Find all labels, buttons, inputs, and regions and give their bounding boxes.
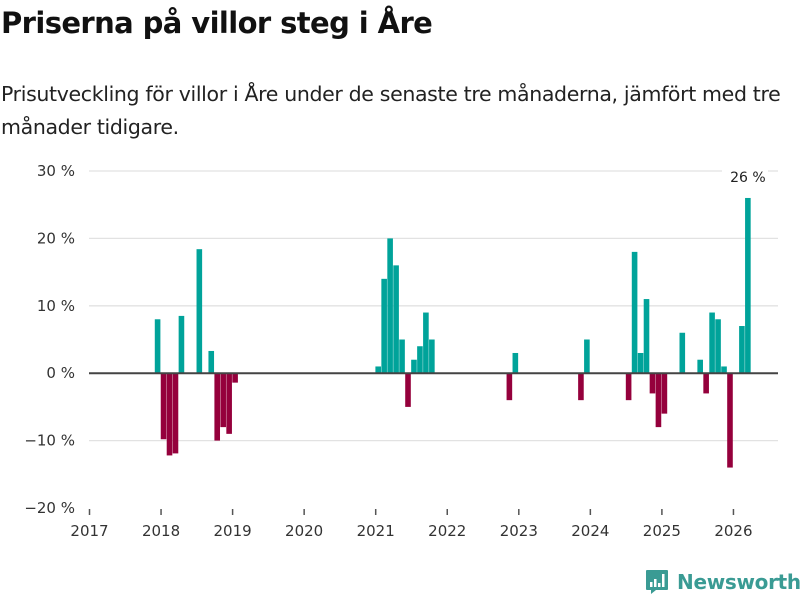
bar-positive [417, 346, 423, 374]
y-axis: −20 % −10 % 0 % 10 % 20 % 30 % [24, 162, 75, 517]
chart-subtitle: Prisutveckling för villor i Åre under de… [1, 82, 781, 139]
chart-title: Priserna på villor steg i Åre [1, 6, 433, 40]
bar-positive [709, 312, 715, 374]
bar-positive [411, 359, 417, 374]
bar-positive [679, 332, 686, 374]
annotations: 26 % [730, 170, 766, 186]
y-tick-label: 30 % [37, 162, 75, 180]
bar-positive [715, 319, 721, 374]
bar-positive [387, 238, 393, 374]
y-tick-label: −20 % [24, 499, 75, 517]
bar-positive [178, 315, 185, 374]
y-tick-label: 20 % [37, 229, 75, 247]
bar-positive [643, 299, 650, 374]
bar-negative [226, 373, 232, 434]
bar-negative [160, 373, 167, 440]
bar-positive [512, 352, 519, 374]
bar-positive [739, 326, 745, 374]
x-tick-label: 2022 [428, 522, 466, 540]
bar-positive [697, 359, 703, 374]
bar-positive [631, 251, 638, 374]
x-tick-label: 2019 [214, 522, 252, 540]
bar-negative [625, 373, 632, 401]
bar-positive [637, 352, 644, 374]
bar-positive [375, 366, 381, 374]
bar-positive [584, 339, 590, 374]
bar-negative [166, 373, 173, 456]
bar-negative [727, 373, 733, 468]
brand-name: Newsworthy [677, 570, 800, 594]
bar-negative [172, 373, 179, 454]
x-tick-label: 2023 [500, 522, 538, 540]
bar-negative [405, 373, 411, 407]
bar-positive [393, 265, 399, 374]
bar-positive [745, 197, 751, 374]
bar-negative [578, 373, 584, 401]
bar-negative [655, 373, 662, 428]
bar-negative [232, 373, 238, 383]
x-tick-label: 2026 [714, 522, 752, 540]
x-tick-label: 2018 [142, 522, 180, 540]
x-tick-label: 2020 [285, 522, 323, 540]
bar-chart-bubble-icon [646, 570, 668, 594]
bars [154, 197, 751, 468]
bar-negative [506, 373, 513, 401]
bar-positive [423, 312, 429, 374]
bar-positive [196, 249, 203, 374]
bar-positive [381, 278, 387, 374]
bar-positive [208, 350, 215, 374]
bar-negative [661, 373, 668, 414]
bar-positive [399, 339, 405, 374]
x-tick-label: 2024 [571, 522, 609, 540]
y-tick-label: −10 % [24, 432, 75, 450]
bar-negative [220, 373, 226, 428]
bar-negative [214, 373, 221, 441]
bar-positive [721, 366, 727, 374]
y-tick-label: 10 % [37, 297, 75, 315]
x-axis: 2017 2018 2019 2020 2021 2022 2023 2024 2025 2026 [70, 509, 753, 540]
bar-negative [703, 373, 709, 394]
x-tick-label: 2025 [643, 522, 681, 540]
newsworthy-logo: Newsworthy [645, 569, 800, 595]
x-tick-label: 2021 [357, 522, 395, 540]
bar-positive [429, 339, 435, 374]
data-label: 26 % [730, 170, 766, 186]
bar-negative [649, 373, 656, 394]
bar-positive [154, 319, 161, 374]
y-tick-label: 0 % [46, 364, 75, 382]
gridlines [89, 170, 778, 442]
x-tick-label: 2017 [70, 522, 108, 540]
